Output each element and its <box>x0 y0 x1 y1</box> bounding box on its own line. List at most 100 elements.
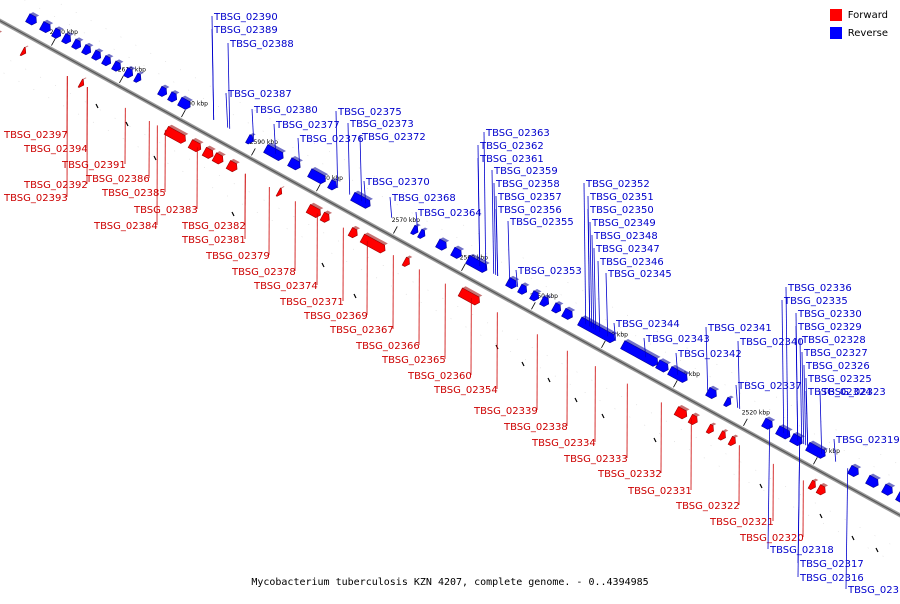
gene-feature[interactable] <box>896 489 900 504</box>
gene-label[interactable]: TBSG_02325 <box>807 374 872 385</box>
gene-feature[interactable] <box>518 281 531 295</box>
gene-label[interactable]: TBSG_02328 <box>801 335 866 346</box>
gene-feature[interactable] <box>776 423 794 440</box>
gene-label[interactable]: TBSG_02388 <box>229 39 294 50</box>
gene-label[interactable]: TBSG_02376 <box>299 134 364 145</box>
gene-label[interactable]: TBSG_02334 <box>531 438 596 449</box>
gene-label[interactable]: TBSG_02361 <box>479 154 544 165</box>
gene-label[interactable]: TBSG_02341 <box>707 323 772 334</box>
gene-label[interactable]: TBSG_02333 <box>563 454 628 465</box>
gene-label[interactable]: TBSG_02344 <box>615 319 680 330</box>
gene-arrow-shape[interactable] <box>728 436 738 447</box>
gene-label[interactable]: TBSG_02350 <box>589 205 654 216</box>
gene-label[interactable]: TBSG_02386 <box>85 174 150 185</box>
gene-arrow-shape[interactable] <box>20 47 28 57</box>
gene-label[interactable]: TBSG_02390 <box>213 12 278 23</box>
gene-feature[interactable] <box>718 428 729 441</box>
gene-label[interactable]: TBSG_02368 <box>391 193 456 204</box>
gene-feature[interactable] <box>402 255 413 268</box>
gene-feature[interactable] <box>724 395 735 408</box>
gene-feature[interactable] <box>168 89 181 103</box>
gene-label[interactable]: TBSG_02366 <box>355 341 420 352</box>
gene-feature[interactable] <box>728 434 739 447</box>
gene-label[interactable]: TBSG_02387 <box>227 89 292 100</box>
gene-label[interactable]: TBSG_02327 <box>803 348 868 359</box>
gene-arrow-shape[interactable] <box>718 431 728 442</box>
gene-label[interactable]: TBSG_02340 <box>739 337 804 348</box>
gene-feature[interactable] <box>866 473 882 489</box>
gene-arrow-shape[interactable] <box>134 73 144 84</box>
gene-label[interactable]: TBSG_02352 <box>585 179 650 190</box>
gene-label[interactable]: TBSG_02373 <box>349 119 414 130</box>
gene-feature[interactable] <box>348 225 361 239</box>
gene-feature[interactable] <box>188 137 204 153</box>
gene-feature[interactable] <box>351 190 374 210</box>
gene-label[interactable]: TBSG_02389 <box>213 25 278 36</box>
gene-label[interactable]: TBSG_02369 <box>303 311 368 322</box>
gene-label[interactable]: TBSG_02385 <box>101 188 166 199</box>
gene-label[interactable]: TBSG_02357 <box>497 192 562 203</box>
gene-label[interactable]: TBSG_02351 <box>589 192 654 203</box>
gene-label[interactable]: TBSG_02318 <box>769 545 834 556</box>
gene-label[interactable]: TBSG_02346 <box>599 257 664 268</box>
gene-label[interactable]: TBSG_02362 <box>479 141 544 152</box>
gene-label[interactable]: TBSG_02392 <box>23 180 88 191</box>
gene-arrow-shape[interactable] <box>0 31 1 43</box>
gene-feature[interactable] <box>306 202 324 219</box>
gene-arrow-shape[interactable] <box>418 229 428 240</box>
gene-feature[interactable] <box>816 482 829 496</box>
gene-label[interactable]: TBSG_02323 <box>821 387 886 398</box>
gene-feature[interactable] <box>418 227 429 240</box>
gene-feature[interactable] <box>436 236 451 251</box>
gene-arrow-shape[interactable] <box>402 257 412 268</box>
gene-label[interactable]: TBSG_02356 <box>497 205 562 216</box>
gene-label[interactable]: TBSG_02394 <box>23 144 88 155</box>
gene-feature[interactable] <box>212 150 227 165</box>
gene-label[interactable]: TBSG_02354 <box>433 385 498 396</box>
gene-feature[interactable] <box>882 481 897 496</box>
gene-feature[interactable] <box>92 47 105 61</box>
gene-label[interactable]: TBSG_02360 <box>407 371 472 382</box>
gene-label[interactable]: TBSG_02322 <box>675 501 740 512</box>
gene-label[interactable]: TBSG_02337 <box>737 381 802 392</box>
gene-label[interactable]: TBSG_02363 <box>485 128 550 139</box>
gene-label[interactable]: TBSG_02397 <box>3 130 68 141</box>
gene-label[interactable]: TBSG_02335 <box>783 296 848 307</box>
gene-feature[interactable] <box>458 285 483 306</box>
gene-feature[interactable] <box>762 416 777 431</box>
gene-feature[interactable] <box>82 42 95 56</box>
gene-label[interactable]: TBSG_02375 <box>337 107 402 118</box>
gene-label[interactable]: TBSG_02349 <box>591 218 656 229</box>
gene-feature[interactable] <box>806 440 829 460</box>
gene-feature[interactable] <box>808 478 819 491</box>
gene-label[interactable]: TBSG_02379 <box>205 251 270 262</box>
gene-arrow-shape[interactable] <box>896 492 900 505</box>
gene-label[interactable]: TBSG_02332 <box>597 469 662 480</box>
gene-label[interactable]: TBSG_02317 <box>799 559 864 570</box>
gene-label[interactable]: TBSG_02355 <box>509 217 574 228</box>
gene-feature[interactable] <box>20 45 29 57</box>
gene-feature[interactable] <box>706 422 717 435</box>
gene-label[interactable]: TBSG_02331 <box>627 486 692 497</box>
gene-feature[interactable] <box>26 11 41 26</box>
gene-arrow-shape[interactable] <box>808 480 818 491</box>
gene-feature[interactable] <box>688 412 701 426</box>
gene-feature[interactable] <box>276 185 285 197</box>
gene-feature[interactable] <box>0 28 3 42</box>
gene-label[interactable]: TBSG_02383 <box>133 205 198 216</box>
gene-feature[interactable] <box>320 210 333 224</box>
gene-arrow-shape[interactable] <box>276 188 284 198</box>
gene-label[interactable]: TBSG_02321 <box>709 517 774 528</box>
gene-label[interactable]: TBSG_02347 <box>595 244 660 255</box>
gene-label[interactable]: TBSG_02378 <box>231 267 296 278</box>
gene-label[interactable]: TBSG_02329 <box>797 322 862 333</box>
gene-label[interactable]: TBSG_02336 <box>787 283 852 294</box>
gene-label[interactable]: TBSG_02382 <box>181 221 246 232</box>
gene-label[interactable]: TBSG_02374 <box>253 281 318 292</box>
gene-feature[interactable] <box>674 404 690 420</box>
gene-label[interactable]: TBSG_02370 <box>365 177 430 188</box>
gene-label[interactable]: TBSG_02365 <box>381 355 446 366</box>
gene-feature[interactable] <box>72 36 85 50</box>
gene-label[interactable]: TBSG_02339 <box>473 406 538 417</box>
